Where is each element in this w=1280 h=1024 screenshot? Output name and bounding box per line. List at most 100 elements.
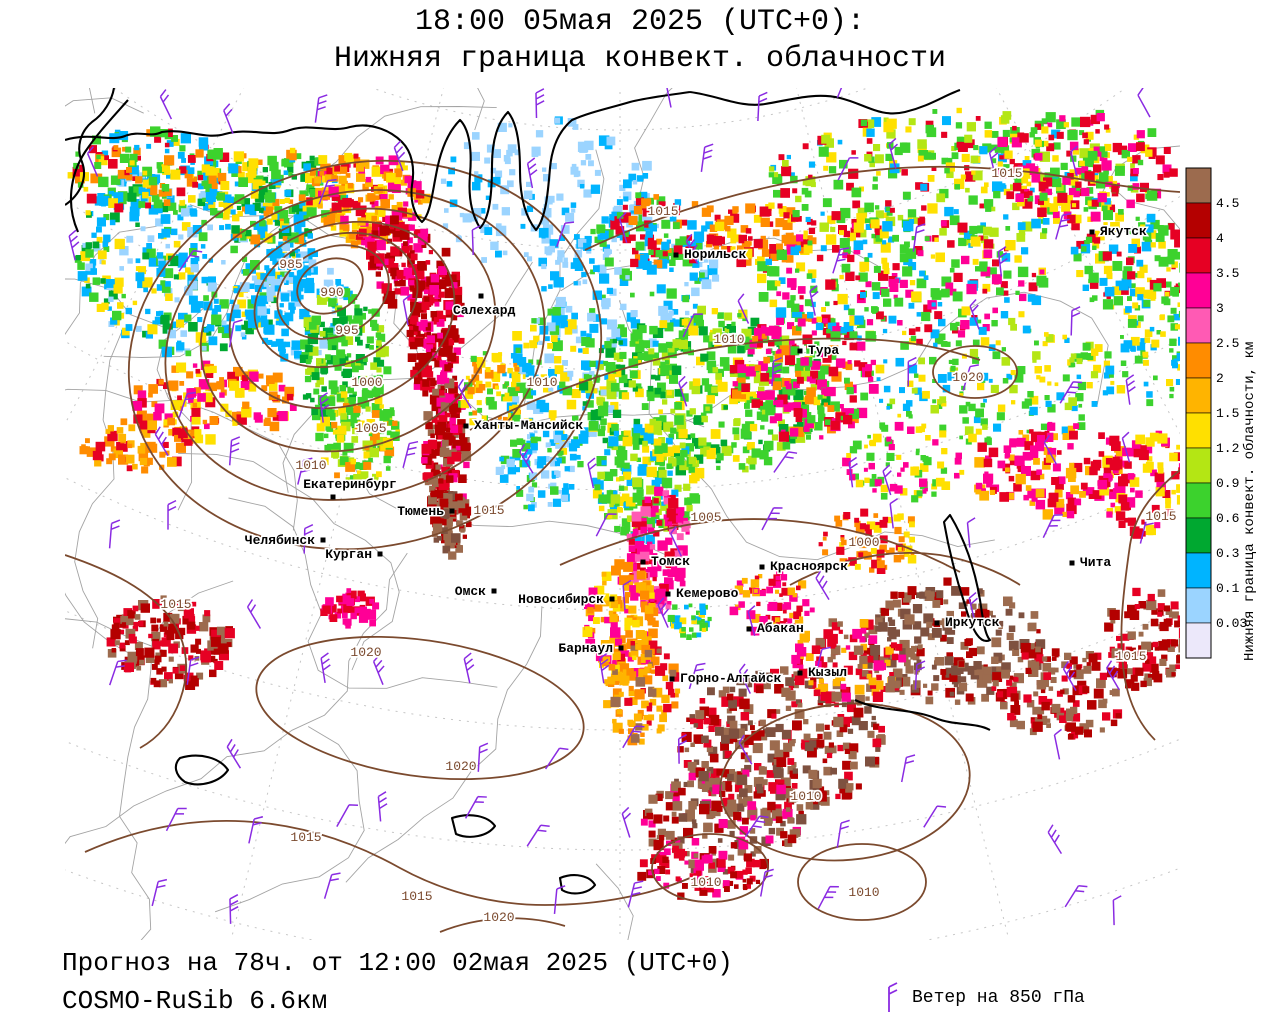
wind-barb [377,791,388,822]
city-dot [669,676,675,682]
city-label: Абакан [757,621,804,636]
isobar-label: 1015 [1115,649,1146,664]
wind-barb [595,513,617,537]
colorbar-segment [1185,482,1212,519]
colorbar-segment [1185,167,1212,204]
colorbar-tick: 2.5 [1216,336,1239,351]
wind-barb [962,364,979,391]
city-label: Красноярск [770,559,848,574]
colorbar-tick: 3.5 [1216,266,1239,281]
wind-barb [402,440,419,468]
city-label: Екатеринбург [303,477,397,492]
wind-barb [1121,431,1131,463]
wind-barb [587,457,597,489]
wind-barb [1070,306,1081,336]
wind-barb [1055,212,1072,240]
wind-barb [165,807,187,832]
colorbar: 4.5 4 3.5 3 2.5 2 1.5 1.2 0.9 0.6 0.3 0.1 0.03 [1185,167,1247,659]
isobars [65,159,1180,933]
isobar-label: 1015 [401,889,432,904]
wind-barb [246,599,262,629]
colorbar-tick: 0.3 [1216,546,1239,561]
wind-barb [544,747,569,770]
wind-barb [526,157,538,189]
wind-barb [186,656,200,685]
map-title: 18:00 05мая 2025 (UTC+0): Нижняя граница… [0,4,1280,78]
wind-barb [1053,728,1062,760]
wind-legend-label: Ветер на 850 гПа [912,988,1085,1008]
city-dot [746,626,752,632]
wind-barb [1139,516,1156,544]
wind-barb [738,734,753,765]
isobar-label: 1000 [848,535,879,550]
wind-barb [228,436,241,466]
city-label: Томск [651,554,690,569]
city-dot [665,591,671,597]
isobar-label: 1010 [848,885,879,900]
wind-barb [832,247,850,274]
wind-barb [759,868,774,897]
wind-barb [912,223,926,252]
isobar-label: 1015 [290,830,321,845]
city-label: Ханты-Мансийск [474,418,583,433]
wind-barb [1064,884,1088,908]
wind-barb [229,894,239,924]
wind-barb [665,88,674,108]
wind-barb [477,742,489,772]
colorbar-tick: 0.9 [1216,476,1239,491]
isobar-label: 1020 [952,370,983,385]
wind-barb [86,146,99,177]
wind-barb [463,652,475,684]
wind-barb [848,456,858,488]
wind-barb [336,804,359,827]
colorbar-tick: 3 [1216,301,1224,316]
isobar-label: 1010 [295,458,326,473]
wind-barb [393,140,406,172]
wind-barb [817,885,839,910]
colorbar-tick: 0.1 [1216,581,1240,596]
isobar-label: 1020 [445,759,476,774]
city-dot [463,423,469,429]
wind-barb [526,824,550,847]
city-dot [449,508,455,514]
colorbar-segment [1185,307,1212,344]
wind-barb [771,356,783,387]
wind-barb [303,524,314,554]
wind-barb [968,591,978,623]
wind-barb [1137,88,1151,118]
wind-barb [228,319,243,348]
wind-legend: Ветер на 850 гПа [878,982,1085,1014]
isobar-label: 1010 [690,875,721,890]
colorbar-tick: 2 [1216,371,1224,386]
wind-barb [1047,824,1063,854]
colorbar-segment [1185,552,1212,589]
colorbar-tick: 4.5 [1216,196,1239,211]
wind-barb [688,662,706,690]
wind-barb [555,221,575,247]
wind-barb [248,816,264,844]
wind-barb [553,885,566,914]
colorbar-segment [1185,447,1212,484]
wind-barb [622,725,645,749]
wind-barb [889,498,899,529]
city-label: Барнаул [558,641,613,656]
wind-barb [744,815,769,838]
colorbar-segment [1185,272,1212,309]
isobar-label: 985 [279,257,302,272]
city-label: Норильск [684,247,747,262]
isobar-label: 1015 [991,166,1022,181]
city-label: Кызыл [808,665,847,680]
wind-barb [226,738,242,769]
wind-barb [682,313,703,338]
wind-barb [297,457,313,485]
wind-barb [747,605,756,636]
colorbar-segment [1185,587,1212,624]
city-label: Иркутск [945,615,1000,630]
wind-barb [815,646,831,674]
city-dot [320,537,326,543]
wind-barb [627,880,644,908]
isobar-label: 1010 [713,332,744,347]
wind-barb [598,652,610,684]
